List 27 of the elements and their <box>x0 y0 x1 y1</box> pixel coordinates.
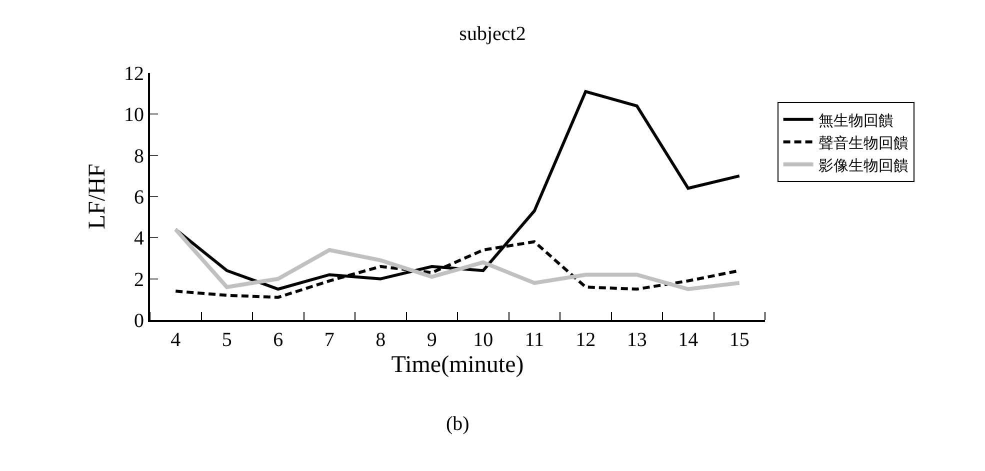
legend-label: 影像生物回饋 <box>818 156 908 174</box>
y-tick-label: 6 <box>134 186 144 208</box>
x-axis-title: Time(minute) <box>391 352 524 378</box>
y-tick-label: 12 <box>124 63 144 85</box>
x-tick-label: 6 <box>273 329 284 351</box>
y-axis-title: LF/HF <box>84 164 111 230</box>
x-tick-label: 8 <box>376 329 386 351</box>
x-tick-label: 10 <box>473 329 494 351</box>
x-tick-label: 4 <box>170 329 181 351</box>
y-tick-label: 0 <box>134 310 144 332</box>
x-tick-label: 15 <box>729 329 750 351</box>
line-series <box>174 227 742 292</box>
chart-title: subject2 <box>459 22 526 45</box>
x-tick-label: 12 <box>576 329 596 351</box>
legend-label: 無生物回饋 <box>818 111 894 130</box>
x-tick-label: 13 <box>626 329 647 351</box>
x-tick-label: 7 <box>324 329 334 351</box>
y-tick-label: 2 <box>134 268 144 291</box>
y-tick-label: 10 <box>124 104 144 126</box>
x-tick-label: 9 <box>426 329 437 351</box>
x-tick-label: 5 <box>222 329 232 351</box>
x-tick-label: 11 <box>524 329 544 351</box>
y-tick-label: 8 <box>134 145 144 168</box>
x-tick-label: 14 <box>678 329 698 351</box>
text: (b) <box>446 413 470 435</box>
legend-label: 聲音生物回饋 <box>818 134 908 152</box>
y-tick-label: 4 <box>134 228 144 250</box>
